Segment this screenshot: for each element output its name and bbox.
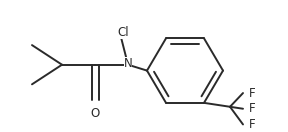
Text: F: F xyxy=(249,118,256,131)
Text: O: O xyxy=(90,107,100,120)
Text: N: N xyxy=(124,57,132,70)
Text: Cl: Cl xyxy=(117,27,129,39)
Text: F: F xyxy=(249,87,256,100)
Text: F: F xyxy=(249,102,256,115)
